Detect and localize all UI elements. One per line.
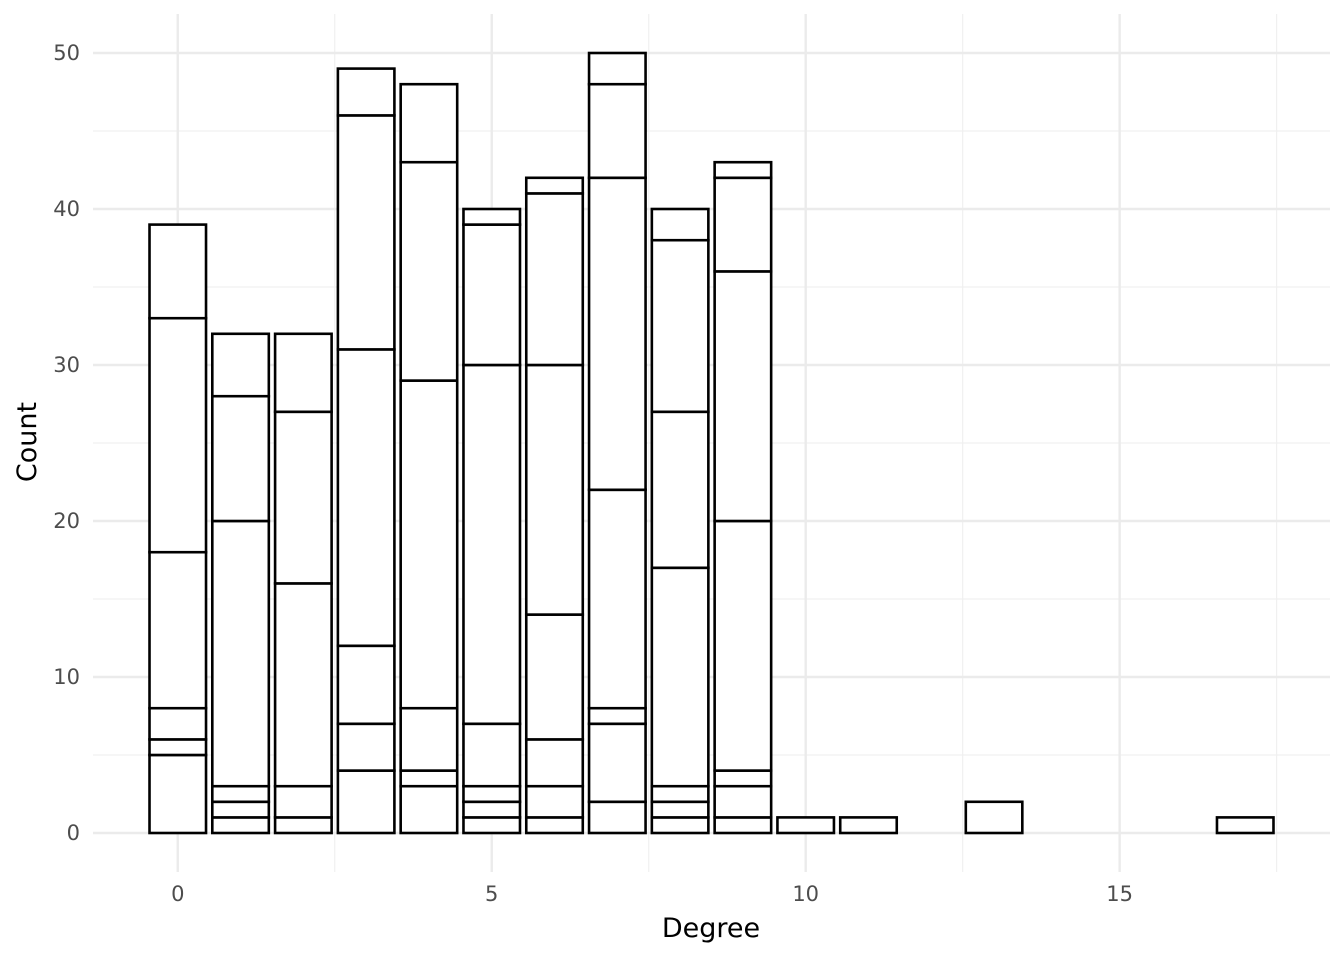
bar-segment — [148, 738, 208, 757]
bar-segment — [462, 223, 522, 367]
bar-segment — [838, 816, 899, 835]
bar-segment — [336, 722, 396, 772]
bar-segment — [524, 784, 585, 819]
bar-segment — [336, 114, 396, 351]
y-tick-label: 40 — [53, 197, 80, 221]
x-axis-tick-labels: 0 5 10 15 — [171, 882, 1133, 906]
bar-segment — [650, 816, 710, 835]
bar-segment — [336, 644, 396, 726]
y-tick-label: 20 — [53, 509, 80, 533]
bar-segment — [650, 800, 710, 819]
bar-segment — [462, 816, 522, 835]
bar-segment — [148, 550, 208, 710]
bar-segment — [148, 223, 208, 320]
bar-segment — [211, 800, 271, 819]
bar-segment — [462, 784, 522, 804]
bar-segment — [587, 722, 647, 804]
bar-segment — [650, 238, 710, 414]
bar-segment — [273, 332, 333, 414]
bar-segment — [524, 192, 585, 367]
y-axis-tick-labels: 0 10 20 30 40 50 — [53, 41, 80, 845]
bar-segment — [336, 348, 396, 648]
y-tick-label: 50 — [53, 41, 80, 65]
bar-segment — [587, 488, 647, 710]
bar-segment — [650, 410, 710, 570]
bar-segment — [713, 160, 773, 180]
bar-segment — [336, 769, 396, 835]
bar-segment — [211, 784, 271, 804]
bar-segment — [713, 270, 773, 523]
bar-segment — [964, 800, 1024, 835]
bar-segment — [462, 800, 522, 819]
bar-segment — [713, 816, 773, 835]
bar-segment — [587, 800, 647, 835]
bar-segment — [211, 394, 271, 523]
bar-segment — [273, 410, 333, 585]
bar-segment — [650, 207, 710, 242]
bar-segment — [211, 816, 271, 835]
bar-segment — [399, 769, 459, 788]
bar-segment — [148, 706, 208, 741]
bar-segment — [524, 738, 585, 788]
bar-segment — [273, 784, 333, 819]
bar-segment — [462, 722, 522, 788]
y-tick-label: 0 — [67, 821, 80, 845]
bar-segment — [462, 207, 522, 226]
major-gridlines — [93, 14, 1330, 872]
x-tick-label: 0 — [171, 882, 184, 906]
x-tick-label: 5 — [485, 882, 498, 906]
bar-segment — [399, 706, 459, 772]
bar-segment — [148, 753, 208, 835]
bar-segment — [462, 363, 522, 726]
bar-segment — [524, 176, 585, 195]
bar-segment — [650, 784, 710, 804]
y-axis-title: Count — [12, 402, 43, 482]
bar-segment — [399, 82, 459, 164]
bar-segment — [211, 519, 271, 788]
x-tick-label: 10 — [792, 882, 819, 906]
x-tick-label: 15 — [1106, 882, 1133, 906]
bar-segment — [524, 816, 585, 835]
bar-segment — [776, 816, 836, 835]
bar-segment — [587, 82, 647, 180]
bar-segment — [713, 769, 773, 788]
bar-segment — [399, 379, 459, 710]
bar-segment — [587, 51, 647, 86]
x-axis-title: Degree — [662, 913, 760, 944]
bar-segment — [399, 784, 459, 835]
bar-segment — [650, 566, 710, 788]
bar-segment — [587, 176, 647, 492]
bar-segment — [587, 706, 647, 726]
bar-segment — [148, 316, 208, 554]
bar-segment — [336, 67, 396, 117]
bar-segment — [524, 613, 585, 741]
bar-segment — [713, 519, 773, 772]
bar-segment — [524, 363, 585, 616]
stacked-bars — [148, 51, 1275, 835]
bar-segment — [713, 784, 773, 819]
bar-segment — [1215, 816, 1275, 835]
bar-segment — [713, 176, 773, 273]
bar-segment — [399, 160, 459, 382]
y-tick-label: 10 — [53, 665, 80, 689]
y-tick-label: 30 — [53, 353, 80, 377]
bar-segment — [273, 582, 333, 788]
bar-segment — [273, 816, 333, 835]
bar-segment — [211, 332, 271, 398]
